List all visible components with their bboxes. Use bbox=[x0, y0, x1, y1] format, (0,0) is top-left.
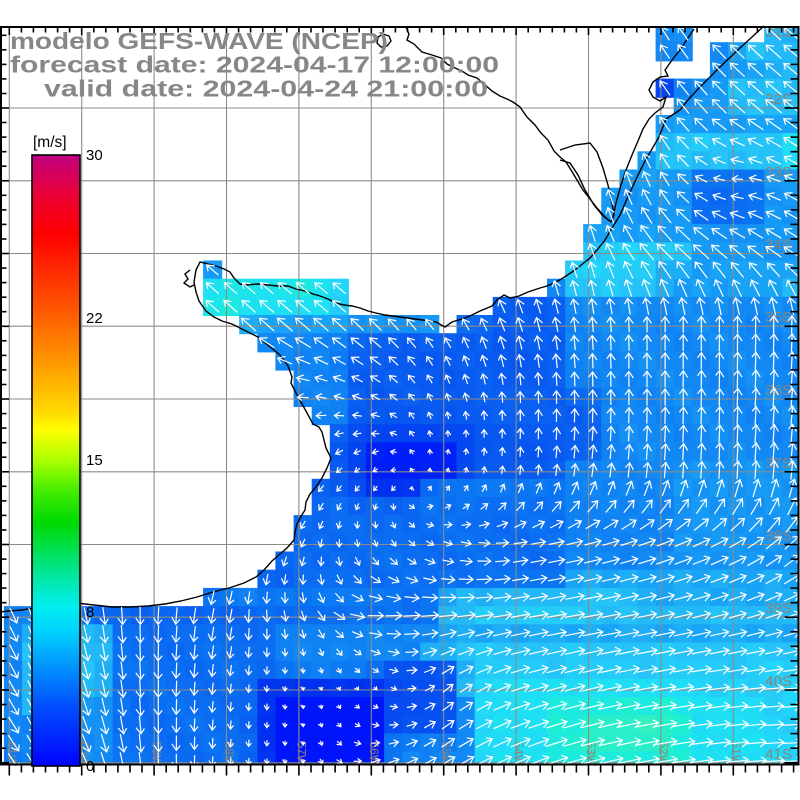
svg-text:59W: 59W bbox=[150, 742, 164, 767]
svg-text:39S: 39S bbox=[765, 600, 792, 617]
svg-text:forecast date: 2024-04-17 12:0: forecast date: 2024-04-17 12:00:00 bbox=[10, 52, 499, 78]
svg-text:56W: 56W bbox=[367, 742, 381, 767]
svg-text:61W: 61W bbox=[5, 742, 19, 767]
svg-text:34S: 34S bbox=[765, 237, 792, 254]
svg-text:22: 22 bbox=[86, 310, 103, 327]
svg-text:30: 30 bbox=[86, 147, 103, 164]
svg-text:15: 15 bbox=[86, 452, 103, 469]
svg-text:40S: 40S bbox=[765, 673, 792, 690]
svg-text:57W: 57W bbox=[294, 742, 308, 767]
svg-text:51W: 51W bbox=[729, 742, 743, 767]
svg-text:41S: 41S bbox=[765, 746, 792, 763]
svg-text:[m/s]: [m/s] bbox=[33, 134, 67, 151]
svg-text:32S: 32S bbox=[765, 91, 792, 108]
svg-text:38S: 38S bbox=[765, 528, 792, 545]
svg-text:valid date: 2024-04-24 21:00:0: valid date: 2024-04-24 21:00:00 bbox=[44, 76, 488, 102]
svg-text:58W: 58W bbox=[222, 742, 236, 767]
svg-text:37S: 37S bbox=[765, 455, 792, 472]
svg-text:35S: 35S bbox=[765, 309, 792, 326]
svg-text:52W: 52W bbox=[656, 742, 670, 767]
svg-text:0: 0 bbox=[86, 758, 94, 775]
svg-text:36S: 36S bbox=[765, 382, 792, 399]
svg-text:33S: 33S bbox=[765, 164, 792, 181]
svg-text:modelo GEFS-WAVE (NCEP): modelo GEFS-WAVE (NCEP) bbox=[10, 28, 388, 54]
svg-text:8: 8 bbox=[86, 604, 94, 621]
